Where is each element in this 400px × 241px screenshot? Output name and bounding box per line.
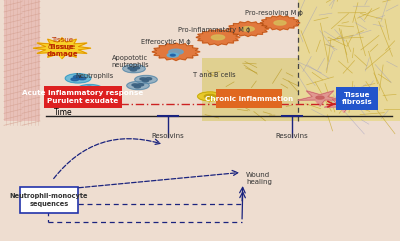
Text: Neutrophils: Neutrophils <box>75 73 113 79</box>
Text: Acute inflammatory response
Purulent exudate: Acute inflammatory response Purulent exu… <box>22 90 144 104</box>
Text: T and B cells: T and B cells <box>193 72 235 78</box>
Text: Pro-resolving M ϕ: Pro-resolving M ϕ <box>245 10 303 16</box>
Ellipse shape <box>83 89 91 92</box>
Ellipse shape <box>134 86 140 88</box>
Polygon shape <box>227 21 269 36</box>
Polygon shape <box>33 38 91 59</box>
Text: Tissue
damage: Tissue damage <box>46 44 78 57</box>
FancyBboxPatch shape <box>44 86 122 108</box>
Ellipse shape <box>274 21 286 25</box>
Ellipse shape <box>132 84 138 86</box>
FancyBboxPatch shape <box>20 187 78 213</box>
Ellipse shape <box>169 49 183 54</box>
Ellipse shape <box>123 65 145 73</box>
Text: Chronic inflammation: Chronic inflammation <box>205 96 293 101</box>
Ellipse shape <box>142 80 148 82</box>
Text: Apopototic
neutrophils: Apopototic neutrophils <box>111 55 149 68</box>
Ellipse shape <box>86 86 93 89</box>
Ellipse shape <box>170 54 175 56</box>
FancyBboxPatch shape <box>0 120 400 241</box>
Ellipse shape <box>198 92 222 101</box>
Ellipse shape <box>138 84 144 86</box>
FancyBboxPatch shape <box>42 0 202 120</box>
Text: Tissue
damage: Tissue damage <box>48 37 76 50</box>
Text: Efferocytic M ϕ: Efferocytic M ϕ <box>141 39 191 45</box>
Text: Resolvins: Resolvins <box>276 133 308 139</box>
FancyBboxPatch shape <box>202 58 298 120</box>
Ellipse shape <box>204 94 216 98</box>
Polygon shape <box>298 91 342 106</box>
Ellipse shape <box>167 53 178 57</box>
Ellipse shape <box>71 78 79 81</box>
Polygon shape <box>260 16 300 30</box>
Ellipse shape <box>140 78 146 80</box>
Ellipse shape <box>128 67 134 69</box>
Ellipse shape <box>127 81 149 90</box>
Polygon shape <box>152 43 200 60</box>
Ellipse shape <box>75 96 83 99</box>
Ellipse shape <box>90 88 98 91</box>
Text: Wound
healing: Wound healing <box>246 172 272 185</box>
Ellipse shape <box>242 27 254 31</box>
Ellipse shape <box>218 92 245 102</box>
Ellipse shape <box>134 67 140 69</box>
Ellipse shape <box>135 75 157 84</box>
Ellipse shape <box>146 78 152 80</box>
Ellipse shape <box>316 96 324 99</box>
Ellipse shape <box>65 74 91 83</box>
Ellipse shape <box>225 95 237 99</box>
Text: Pro-inflammatory M ϕ: Pro-inflammatory M ϕ <box>178 27 250 33</box>
FancyBboxPatch shape <box>216 89 282 108</box>
Text: Time: Time <box>54 107 73 117</box>
Ellipse shape <box>74 75 81 78</box>
Ellipse shape <box>340 104 348 106</box>
FancyBboxPatch shape <box>4 0 22 125</box>
Text: Neutrophil-monocyte
sequences: Neutrophil-monocyte sequences <box>10 193 88 207</box>
Text: Resolvins: Resolvins <box>152 133 184 139</box>
FancyBboxPatch shape <box>298 0 400 120</box>
FancyBboxPatch shape <box>22 0 40 125</box>
Polygon shape <box>196 29 240 45</box>
Ellipse shape <box>212 35 225 40</box>
Ellipse shape <box>82 95 90 98</box>
Ellipse shape <box>78 77 86 80</box>
FancyBboxPatch shape <box>336 87 378 110</box>
Ellipse shape <box>69 92 95 101</box>
Ellipse shape <box>78 94 85 96</box>
Text: Tissue
fibrosis: Tissue fibrosis <box>342 92 372 106</box>
Ellipse shape <box>77 85 103 94</box>
Polygon shape <box>324 99 364 112</box>
Ellipse shape <box>130 69 136 71</box>
